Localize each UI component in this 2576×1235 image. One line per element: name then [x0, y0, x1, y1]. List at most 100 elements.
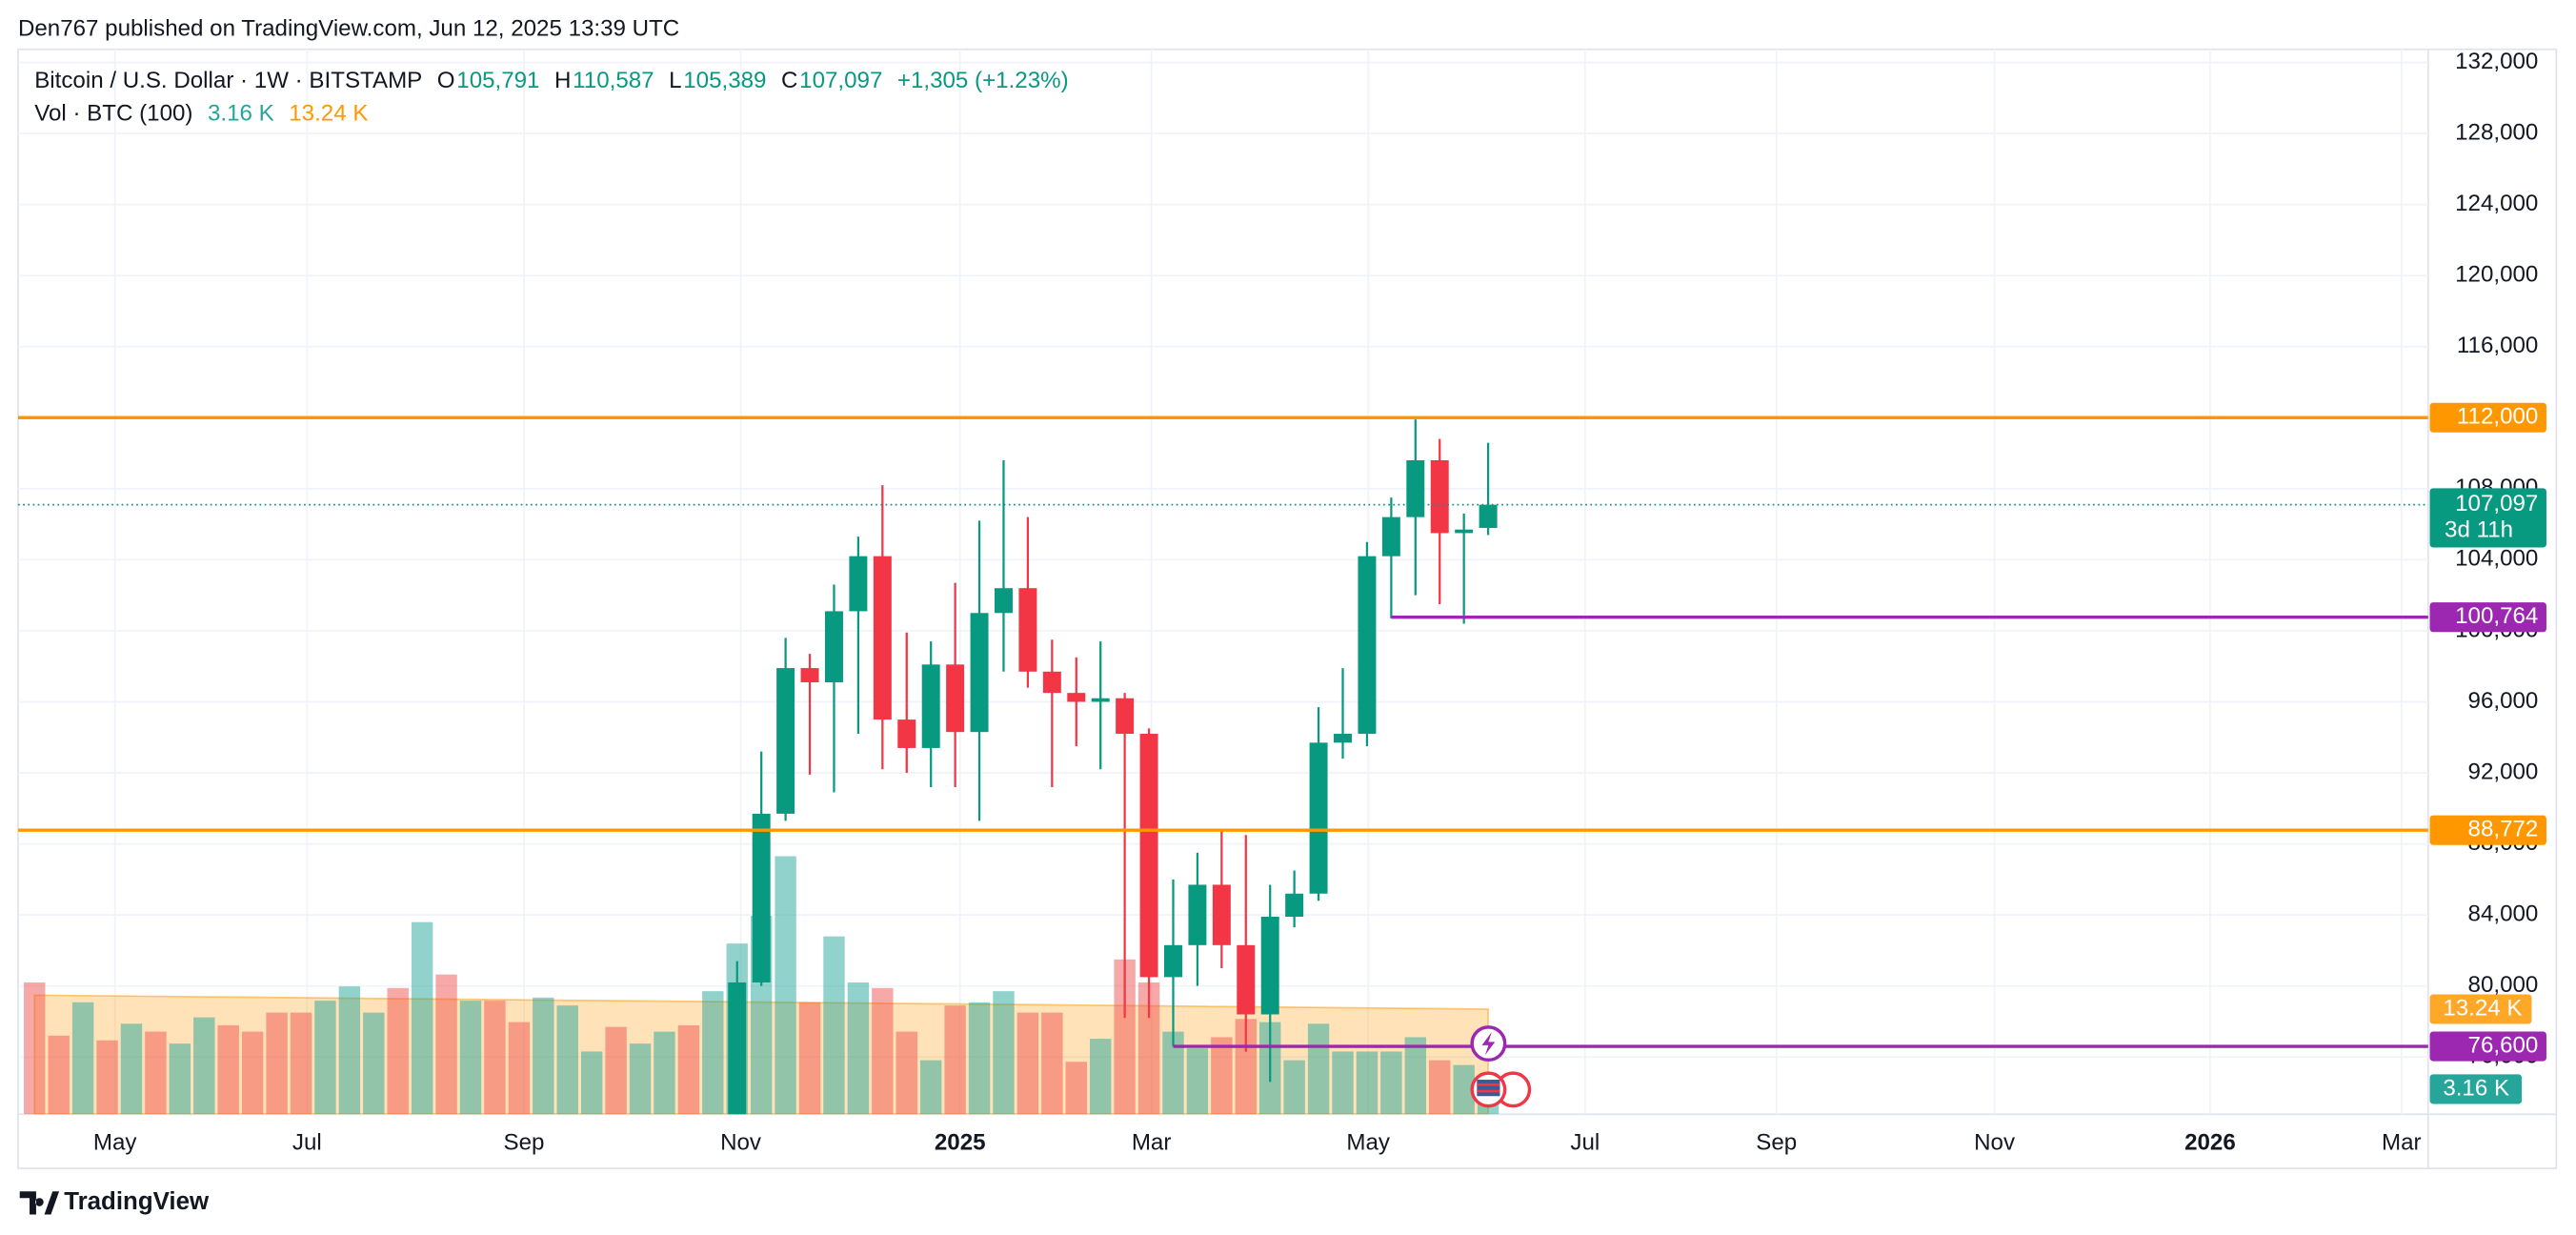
candle-body: [1381, 516, 1400, 557]
volume-bar: [1016, 1012, 1039, 1115]
volume-bar: [363, 1012, 385, 1115]
legend-item: 3.16 K: [208, 101, 274, 127]
volume-ma-box: [2429, 994, 2532, 1024]
candle-body: [1479, 504, 1498, 529]
x-tick-label: Nov: [720, 1130, 761, 1156]
countdown: 3d 11h: [2445, 517, 2513, 543]
candle-body: [800, 668, 819, 682]
volume-bar: [1380, 1051, 1402, 1115]
x-tick-label: Jul: [292, 1130, 322, 1156]
volume-bar: [993, 991, 1015, 1115]
volume-bar: [1065, 1062, 1087, 1115]
volume-bar: [629, 1043, 652, 1115]
volume-bar: [1356, 1051, 1379, 1115]
candle-body: [970, 613, 989, 733]
volume-bar: [872, 987, 894, 1115]
volume-bar: [314, 1001, 336, 1115]
volume-bar: [556, 1005, 578, 1115]
level-label-box: [2429, 815, 2546, 845]
level-label: 112,000: [2457, 404, 2538, 430]
y-tick-label: 84,000: [2468, 901, 2539, 927]
candle-body: [946, 664, 965, 733]
candle-body: [1067, 693, 1086, 702]
volume-legend: Vol · BTC (100) 3.16 K 13.24 K: [34, 101, 368, 127]
volume-bar: [71, 1002, 94, 1115]
icon: [1477, 1080, 1500, 1097]
volume-bar: [580, 1051, 603, 1115]
volume-bar: [96, 1040, 118, 1115]
volume-bar: [24, 982, 46, 1115]
icon: [1477, 1083, 1500, 1093]
y-tick-label: 80,000: [2468, 972, 2539, 998]
legend-item: 110,587: [573, 69, 654, 94]
candle-body: [776, 668, 795, 814]
x-tick-label: 2025: [935, 1130, 986, 1156]
volume-bar: [896, 1031, 917, 1115]
volume-bar: [533, 997, 554, 1115]
candle-body: [1042, 671, 1061, 694]
volume-bar: [1186, 1048, 1209, 1115]
candle-body: [849, 556, 868, 612]
y-tick-label: 128,000: [2455, 119, 2538, 145]
candle-body: [1237, 944, 1256, 1015]
volume-bar: [266, 1012, 288, 1115]
legend-item: +1,305 (+1.23%): [897, 69, 1069, 94]
volume-bar: [1137, 982, 1160, 1115]
candle-body: [1358, 556, 1377, 735]
legend-item: 105,389: [683, 69, 766, 94]
y-tick-label: 92,000: [2468, 759, 2539, 784]
header: Den767 published on TradingView.com, Jun…: [18, 15, 679, 41]
candle-body: [1334, 734, 1352, 743]
logo: [19, 1191, 60, 1215]
candle-body: [1260, 916, 1279, 1015]
volume-bar: [605, 1026, 627, 1115]
candle-body: [728, 982, 747, 1115]
y-tick-label: 120,000: [2455, 262, 2538, 288]
x-tick-label: Sep: [1756, 1130, 1797, 1156]
level-label: 88,772: [2468, 817, 2539, 842]
legend-item: Bitcoin / U.S. Dollar · 1W · BITSTAMP: [34, 69, 422, 94]
volume-bar: [241, 1031, 264, 1115]
legend-item: O: [437, 69, 455, 94]
legend-item: L: [669, 69, 681, 94]
volume-bar: [1162, 1031, 1184, 1115]
level-label-box: [2429, 1031, 2546, 1062]
volume-bar: [1404, 1037, 1427, 1115]
x-tick-label: Mar: [2382, 1130, 2422, 1156]
volume-bar: [654, 1031, 675, 1115]
volume-bar: [1283, 1060, 1305, 1115]
legend-item: 105,791: [456, 69, 539, 94]
price-pane: [728, 419, 1498, 1115]
candle-body: [1091, 698, 1110, 702]
grid: [17, 49, 2428, 1115]
volume-bar: [290, 1012, 312, 1115]
candle-body: [824, 611, 843, 682]
candle-body: [1018, 588, 1037, 672]
volume-bar: [1211, 1037, 1233, 1115]
volume-ma-label: 13.24 K: [2443, 995, 2522, 1021]
volume-bar: [387, 987, 409, 1115]
y-tick-label: 116,000: [2457, 333, 2538, 358]
candle-body: [1164, 944, 1182, 978]
last-price-box: [2429, 488, 2546, 548]
legend-item: Vol · BTC (100): [34, 101, 192, 127]
candle-body: [1116, 698, 1135, 735]
candle-body: [1430, 460, 1449, 534]
volume-bar: [823, 936, 845, 1115]
candle-body: [873, 556, 892, 720]
volume-bar: [1453, 1064, 1475, 1115]
candle-body: [1139, 734, 1158, 978]
candle-body: [1455, 529, 1474, 534]
volume-bar: [508, 1022, 531, 1115]
volume-bar: [702, 991, 724, 1115]
volume-pane: [24, 856, 1499, 1115]
level-label-box: [2429, 602, 2546, 633]
candle-body: [1406, 460, 1425, 517]
x-tick-label: Jul: [1570, 1130, 1600, 1156]
volume-bar: [1332, 1051, 1354, 1115]
x-tick-label: May: [93, 1130, 138, 1156]
event-icons: [1470, 1025, 1532, 1108]
